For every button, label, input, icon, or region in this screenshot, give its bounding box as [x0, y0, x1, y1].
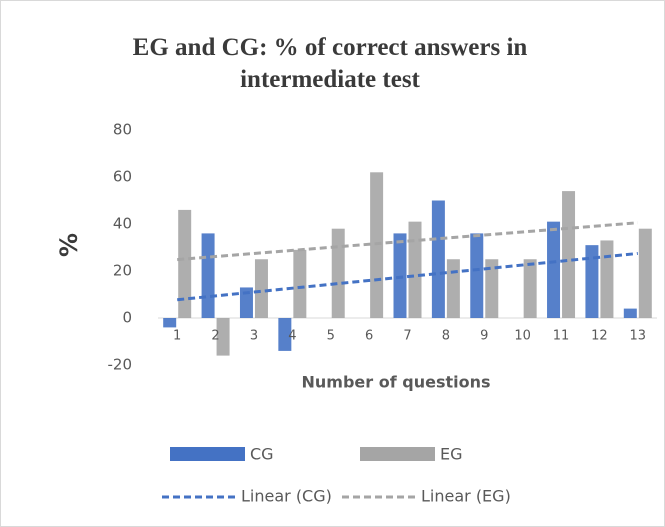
bar [255, 259, 268, 318]
bar [178, 210, 191, 318]
chart-container: EG and CG: % of correct answers in inter… [0, 0, 665, 527]
y-tick-label: 0 [122, 309, 132, 327]
y-tick-label: 20 [113, 262, 132, 280]
x-tick-label: 6 [365, 329, 373, 344]
y-tick-label: 80 [113, 121, 132, 139]
x-tick-label: 9 [480, 329, 488, 344]
bar [409, 222, 422, 318]
y-tick-label: 40 [113, 215, 132, 233]
bar [293, 250, 306, 318]
y-tick-label: -20 [108, 356, 133, 374]
bar [624, 309, 637, 318]
x-tick-label: 2 [211, 329, 219, 344]
legend-label: CG [250, 445, 274, 464]
x-tick-label: 10 [514, 329, 531, 344]
bar [470, 233, 483, 318]
legend-label: Linear (EG) [421, 487, 511, 506]
bar [524, 259, 537, 318]
x-axis-title: Number of questions [302, 373, 491, 392]
legend-swatch [170, 447, 245, 461]
bar [332, 229, 345, 318]
x-tick-label: 8 [442, 329, 450, 344]
y-tick-label: 60 [113, 168, 132, 186]
bar [394, 233, 407, 318]
bar [639, 229, 652, 318]
bar [447, 259, 460, 318]
x-tick-label: 1 [173, 329, 181, 344]
bar [562, 191, 575, 318]
legend-swatch [360, 447, 435, 461]
x-tick-label: 13 [630, 329, 647, 344]
x-tick-label: 3 [250, 329, 258, 344]
legend-label: EG [440, 445, 463, 464]
bar [202, 233, 215, 318]
bar [432, 201, 445, 319]
legend-label: Linear (CG) [241, 487, 332, 506]
bar [585, 245, 598, 318]
x-tick-label: 11 [553, 329, 570, 344]
y-axis-title: % [55, 233, 83, 257]
x-tick-label: 7 [403, 329, 411, 344]
x-tick-label: 5 [327, 329, 335, 344]
chart: % Number of questions -20020406080123456… [0, 0, 665, 527]
x-tick-label: 4 [288, 329, 296, 344]
bar [600, 240, 613, 318]
bar [547, 222, 560, 318]
x-tick-label: 12 [591, 329, 608, 344]
bar [163, 318, 176, 327]
